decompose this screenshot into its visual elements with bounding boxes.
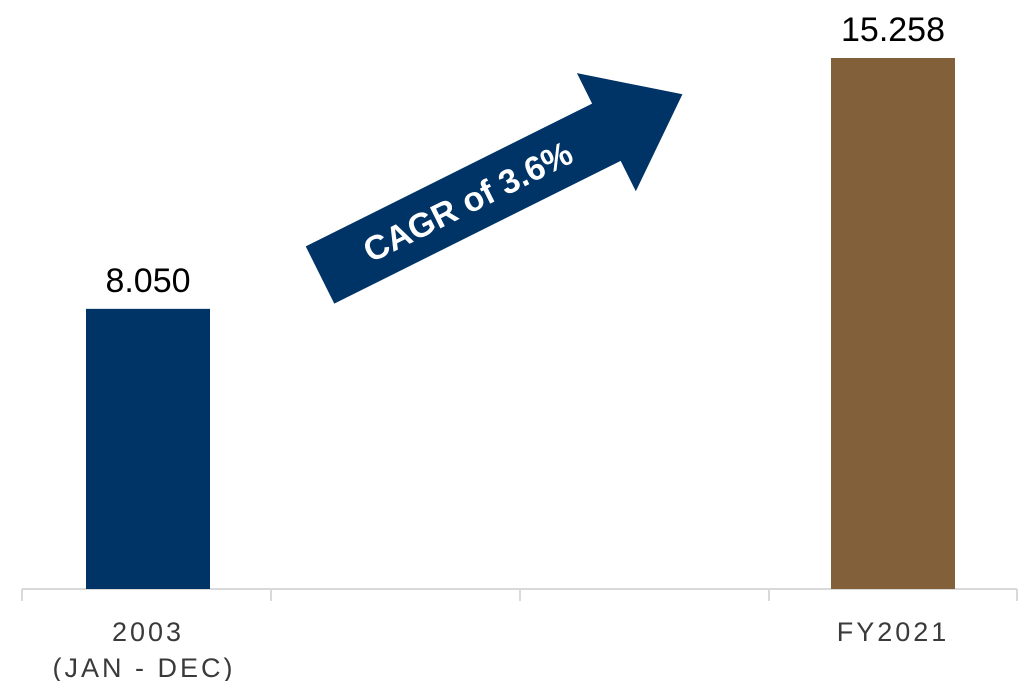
cagr-arrow-shape xyxy=(305,73,683,304)
cagr-label: CAGR of 3.6% xyxy=(357,134,579,270)
data-label-fy2021: 15.258 xyxy=(841,11,945,49)
tick-label-fy2021: FY2021 xyxy=(837,617,950,647)
bar-2003 xyxy=(86,308,210,589)
data-label-2003: 8.050 xyxy=(105,262,190,300)
bar-fy2021 xyxy=(831,58,955,589)
cagr-annotation: CAGR of 3.6% xyxy=(305,73,683,304)
tick-label-2003-period: (JAN - DEC) xyxy=(53,653,236,681)
x-axis xyxy=(21,588,1018,601)
tick-label-2003: 2003 xyxy=(112,617,184,647)
